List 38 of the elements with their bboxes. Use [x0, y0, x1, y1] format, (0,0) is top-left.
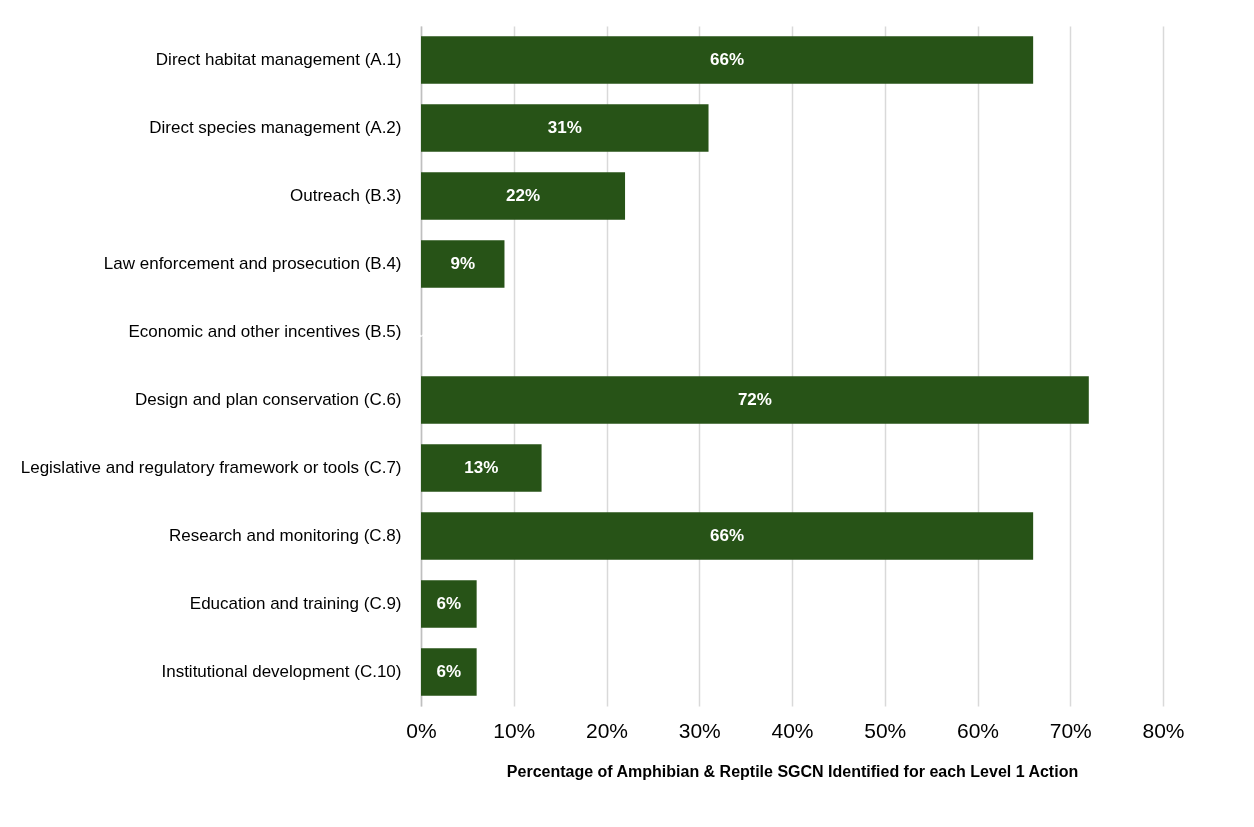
- y-tick-label: Outreach (B.3): [290, 186, 402, 205]
- x-tick-label: 50%: [864, 718, 907, 742]
- x-tick-label: 10%: [493, 718, 536, 742]
- bar: [421, 444, 542, 492]
- y-tick-label: Institutional development (C.10): [161, 662, 402, 681]
- data-label: 66%: [710, 50, 745, 69]
- data-label: 6%: [436, 594, 462, 613]
- data-label: 31%: [547, 118, 582, 137]
- bar: [421, 36, 1034, 84]
- x-tick-label: 70%: [1049, 718, 1092, 742]
- bar: [421, 648, 477, 696]
- x-tick-label: 80%: [1142, 718, 1185, 742]
- bar: [421, 376, 1089, 424]
- data-label: 13%: [464, 458, 499, 477]
- y-tick-label: Education and training (C.9): [189, 594, 402, 613]
- y-tick-label: Research and monitoring (C.8): [169, 526, 402, 545]
- bar: [421, 172, 626, 220]
- x-tick-label: 20%: [585, 718, 629, 742]
- y-tick-label: Legislative and regulatory framework or tools (C.7): [20, 458, 402, 477]
- x-axis-title: Percentage of Amphibian & Reptile SGCN Identified for each Level 1 Action: [506, 762, 1079, 780]
- x-tick-label: 30%: [678, 718, 721, 742]
- y-tick-label: Direct species management (A.2): [149, 118, 402, 137]
- y-tick-label: Law enforcement and prosecution (B.4): [103, 254, 402, 273]
- data-label: 72%: [737, 390, 772, 409]
- y-tick-label: Economic and other incentives (B.5): [128, 322, 402, 341]
- bar: [421, 104, 709, 152]
- y-tick-label: Direct habitat management (A.1): [155, 50, 402, 69]
- bar: [421, 580, 477, 628]
- data-label: 6%: [436, 662, 462, 681]
- x-tick-label: 60%: [956, 718, 1000, 742]
- x-tick-label: 0%: [406, 718, 437, 742]
- data-label: 66%: [710, 526, 745, 545]
- bar: [421, 512, 1034, 560]
- bar: [421, 240, 505, 288]
- data-label: 22%: [506, 186, 541, 205]
- y-tick-label: Design and plan conservation (C.6): [135, 390, 402, 409]
- x-tick-label: 40%: [771, 718, 814, 742]
- data-label: 9%: [450, 254, 476, 273]
